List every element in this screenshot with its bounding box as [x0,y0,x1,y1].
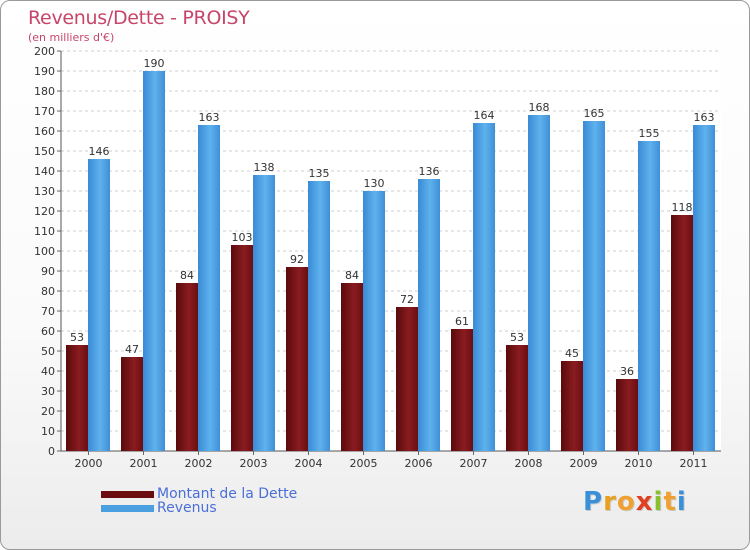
y-tick-label: 150 [34,145,55,158]
data-label-revenus: 163 [199,111,220,124]
legend-label-revenus: Revenus [157,500,217,516]
y-tick-label: 90 [41,265,55,278]
x-tick-label: 2007 [460,457,488,470]
y-tick-label: 0 [48,445,55,458]
chart-subtitle: (en milliers d'€) [28,31,115,44]
bar-revenus [583,121,605,451]
bar-dette [451,329,473,451]
y-tick-label: 50 [41,345,55,358]
data-label-dette: 118 [672,201,693,214]
y-tick-label: 120 [34,205,55,218]
data-label-revenus: 138 [254,161,275,174]
chart-title: Revenus/Dette - PROISY [28,7,250,29]
bar-dette [616,379,638,451]
y-tick-label: 110 [34,225,55,238]
data-label-revenus: 146 [89,145,110,158]
logo-letter: t [663,487,677,517]
logo-letter: x [635,487,654,517]
bar-revenus [308,181,330,451]
bar-revenus [198,125,220,451]
data-label-revenus: 190 [144,57,165,70]
logo-letter: i [653,487,664,517]
x-tick-label: 2002 [185,457,213,470]
x-tick-label: 2000 [75,457,103,470]
y-tick-label: 190 [34,65,55,78]
proxiti-logo: Proxiti [583,487,687,517]
logo-letter: i [676,487,687,517]
bar-revenus [418,179,440,451]
bar-dette [286,267,308,451]
data-label-dette: 103 [232,231,253,244]
bar-revenus [693,125,715,451]
x-tick-label: 2001 [130,457,158,470]
data-label-revenus: 165 [584,107,605,120]
bar-dette [671,215,693,451]
data-label-dette: 47 [125,343,139,356]
bar-dette [341,283,363,451]
data-label-dette: 45 [565,347,579,360]
y-tick-label: 180 [34,85,55,98]
y-tick-label: 130 [34,185,55,198]
x-tick-label: 2003 [240,457,268,470]
data-label-dette: 61 [455,315,469,328]
bar-revenus [88,159,110,451]
data-label-dette: 84 [345,269,359,282]
bar-dette [66,345,88,451]
data-label-dette: 72 [400,293,414,306]
bar-dette [561,361,583,451]
bar-revenus [253,175,275,451]
logo-letter: P [583,487,604,517]
bar-dette [506,345,528,451]
y-tick-label: 60 [41,325,55,338]
data-label-revenus: 135 [309,167,330,180]
y-tick-label: 20 [41,405,55,418]
y-tick-label: 160 [34,125,55,138]
x-tick-label: 2004 [295,457,323,470]
y-tick-label: 40 [41,365,55,378]
y-tick-label: 10 [41,425,55,438]
data-label-dette: 84 [180,269,194,282]
bar-dette [176,283,198,451]
data-label-dette: 53 [70,331,84,344]
x-tick-label: 2005 [350,457,378,470]
y-tick-label: 80 [41,285,55,298]
y-tick-label: 200 [34,45,55,58]
y-tick-label: 100 [34,245,55,258]
legend-item-dette: Montant de la Dette [101,486,361,504]
legend-swatch-dette [101,491,154,498]
data-label-revenus: 164 [474,109,495,122]
legend-item-revenus: Revenus [101,500,361,518]
bar-revenus [528,115,550,451]
data-label-revenus: 163 [694,111,715,124]
y-tick-label: 140 [34,165,55,178]
bar-revenus [473,123,495,451]
data-label-dette: 53 [510,331,524,344]
data-label-revenus: 168 [529,101,550,114]
bar-dette [231,245,253,451]
bar-revenus [363,191,385,451]
bar-revenus [143,71,165,451]
x-tick-label: 2010 [625,457,653,470]
x-tick-label: 2009 [570,457,598,470]
data-label-dette: 92 [290,253,304,266]
bar-dette [396,307,418,451]
y-tick-label: 70 [41,305,55,318]
data-label-revenus: 136 [419,165,440,178]
x-tick-label: 2011 [680,457,708,470]
y-tick-label: 30 [41,385,55,398]
legend-swatch-revenus [101,505,154,512]
logo-letter: o [616,487,636,517]
logo-letter: r [603,487,617,517]
bar-dette [121,357,143,451]
x-tick-label: 2008 [515,457,543,470]
data-label-revenus: 155 [639,127,660,140]
legend-label-dette: Montant de la Dette [157,486,298,502]
data-label-dette: 36 [620,365,634,378]
x-tick-label: 2006 [405,457,433,470]
data-label-revenus: 130 [364,177,385,190]
bar-revenus [638,141,660,451]
y-tick-label: 170 [34,105,55,118]
